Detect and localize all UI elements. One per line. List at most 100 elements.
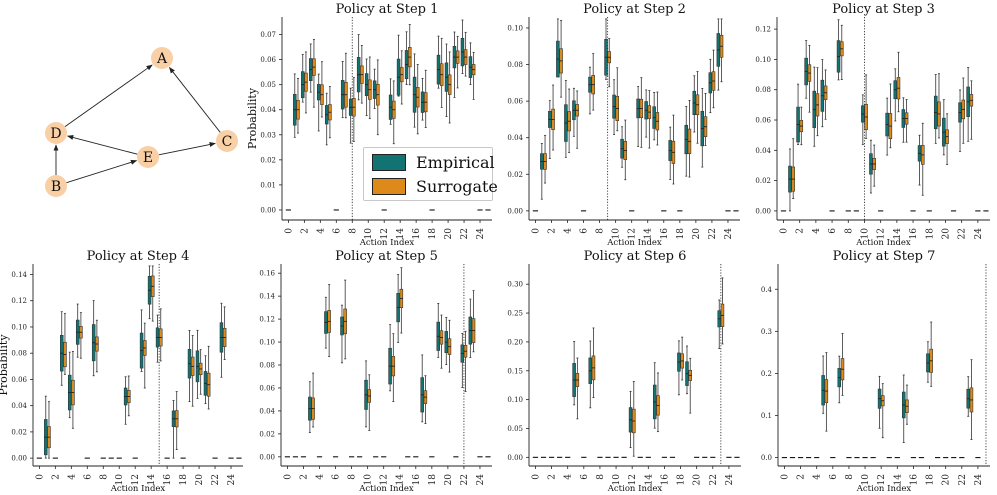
y-tick-label: 0.08 [507,61,523,69]
policy-panel-step-3: Policy at Step 3 0.00 0.02 0.04 0.06 0.08 0.10… [755,2,990,248]
legend-item-empirical: Empirical [372,151,495,173]
x-tick-label: 14 [396,228,406,240]
x-tick-label: 14 [396,474,406,486]
x-tick-label: 2 [547,228,557,234]
x-tick-label: 24 [974,474,984,486]
x-tick-label: 0 [283,474,293,480]
y-tick-label: 0.06 [259,384,275,392]
graph-node-label-e: E [143,150,153,166]
x-tick-label: 0 [284,228,294,234]
x-tick-label: 16 [660,474,670,486]
x-tick-label: 2 [299,474,309,480]
y-tick-label: 0.00 [507,454,523,462]
graph-edge-b-e [66,159,138,184]
graph-node-c [216,130,238,152]
panel-title: Policy at Step 6 [584,249,687,264]
x-axis-label: Action Index [606,238,662,248]
y-tick-label: 0.08 [259,362,275,370]
panel-title: Policy at Step 4 [87,249,190,264]
x-tick-label: 20 [195,474,205,486]
y-tick-label: 0.15 [507,367,523,375]
y-tick-label: 0.16 [259,270,275,278]
x-tick-label: 8 [845,474,855,480]
panel-title: Policy at Step 1 [336,2,439,17]
x-tick-label: 4 [316,474,326,480]
x-tick-label: 10 [861,474,871,486]
y-tick-label: 0.10 [11,323,27,331]
legend-swatch-surrogate [372,177,406,195]
x-tick-label: 18 [676,228,686,240]
x-tick-label: 18 [179,474,189,486]
graph-node-a [151,47,173,69]
x-axis-label: Action Index [607,484,663,494]
panel-title: Policy at Step 5 [335,249,438,264]
x-tick-label: 16 [660,228,670,240]
y-tick-label: 0.02 [11,428,27,436]
x-tick-label: 8 [596,228,606,234]
y-tick-label: 0.12 [755,26,771,34]
x-tick-label: 10 [364,228,374,240]
x-tick-label: 20 [942,474,952,486]
y-tick-label: 0.05 [260,81,276,89]
x-tick-label: 20 [444,474,454,486]
y-tick-label: 0.01 [260,181,276,189]
legend-label-surrogate: Surrogate [416,176,498,196]
y-tick-label: 0.00 [755,207,771,215]
x-tick-label: 16 [909,228,919,240]
x-tick-label: 16 [412,228,422,240]
legend-label-empirical: Empirical [416,152,495,172]
y-tick-label: 0.1 [761,412,772,420]
x-tick-label: 22 [958,474,968,485]
x-tick-label: 20 [444,228,454,240]
x-tick-label: 18 [926,474,936,486]
x-tick-label: 12 [380,228,390,239]
legend: Empirical Surrogate [363,147,498,201]
x-tick-label: 14 [147,474,157,486]
y-axis-label: Probability [0,334,10,396]
x-tick-label: 18 [428,474,438,486]
x-tick-label: 14 [644,474,654,486]
graph-node-label-b: B [51,179,61,195]
policy-panel-step-4: Policy at Step 4 0.00 0.02 0.04 0.06 0.08 0.10… [0,249,243,494]
x-tick-label: 4 [67,474,77,480]
panel-title: Policy at Step 3 [832,2,935,17]
x-axis-label: Action Index [358,484,414,494]
y-tick-label: 0.00 [507,207,523,215]
y-tick-label: 0.10 [259,339,275,347]
x-tick-label: 24 [227,474,237,486]
x-tick-label: 22 [709,474,719,485]
graph-edge-e-c [158,142,216,156]
x-tick-label: 8 [348,474,358,480]
policy-panel-step-7: Policy at Step 70.00.10.20.30.40 2 4 6 8 10 12… [761,249,990,494]
graph-edge-e-d [67,135,138,155]
y-tick-label: 0.02 [259,430,275,438]
x-tick-label: 4 [316,228,326,234]
x-tick-label: 6 [580,474,590,480]
x-tick-label: 12 [877,474,887,485]
x-tick-label: 16 [909,474,919,486]
y-tick-label: 0.02 [260,156,276,164]
graph-edge-d-a [64,64,153,128]
x-tick-label: 12 [628,228,638,239]
y-tick-label: 0.20 [507,338,523,346]
x-tick-label: 14 [893,228,903,240]
y-tick-label: 0.04 [755,147,771,155]
x-tick-label: 24 [725,474,735,486]
y-axis-label: Probability [246,87,259,149]
graph-edge-c-a [169,66,221,133]
y-tick-label: 0.3 [761,328,772,336]
y-tick-label: 0.0 [761,454,772,462]
y-tick-label: 0.04 [260,106,276,114]
y-tick-label: 0.04 [259,407,275,415]
x-tick-label: 20 [693,474,703,486]
x-tick-label: 22 [708,228,718,239]
x-tick-label: 0 [531,228,541,234]
y-tick-label: 0.14 [11,271,27,279]
x-tick-label: 16 [412,474,422,486]
graph-node-b [45,175,67,197]
x-tick-label: 22 [211,474,221,485]
x-tick-label: 6 [580,228,590,234]
y-tick-label: 0.12 [259,316,275,324]
y-tick-label: 0.06 [260,56,276,64]
x-tick-label: 20 [692,228,702,240]
